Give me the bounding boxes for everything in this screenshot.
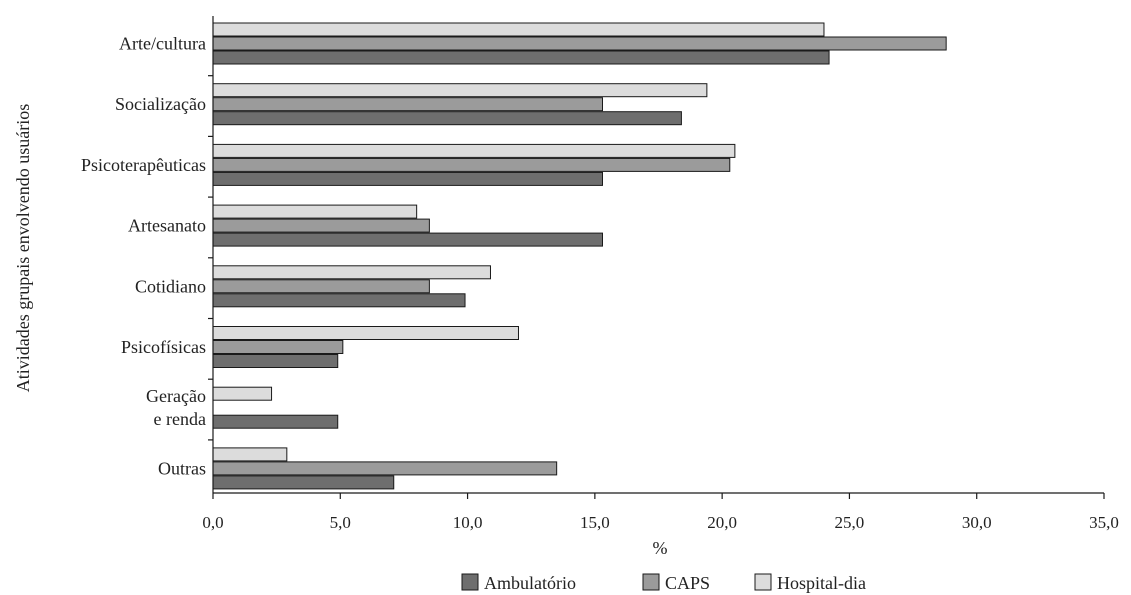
category-label-outras: Outras xyxy=(158,458,206,478)
category-label-geracao-e-renda-1: Geração xyxy=(146,386,206,406)
legend-swatch-caps xyxy=(642,573,660,591)
legend-swatch-ambulatorio xyxy=(461,573,479,591)
category-label-cotidiano: Cotidiano xyxy=(135,276,206,296)
legend-label-caps: CAPS xyxy=(665,573,710,593)
bar-hospital-dia-cotidiano xyxy=(212,265,491,280)
bar-ambulatorio-artesanato xyxy=(212,232,603,247)
bar-hospital-dia-psicofisicas xyxy=(212,326,519,340)
bar-caps-outras xyxy=(212,461,558,476)
category-label-psicofisicas: Psicofísicas xyxy=(121,337,206,357)
bar-hospital-dia-arte-cultura xyxy=(212,22,825,37)
x-tick-label: 25,0 xyxy=(835,513,865,532)
bar-ambulatorio-arte-cultura xyxy=(212,50,830,65)
category-label-artesanato: Artesanato xyxy=(128,216,206,236)
bar-caps-socializacao xyxy=(212,97,603,112)
bar-hospital-dia-geracao-e-renda xyxy=(212,386,273,401)
x-tick-label: 10,0 xyxy=(453,513,483,532)
y-axis-title: Atividades grupais envolvendo usuários xyxy=(13,104,33,392)
bar-ambulatorio-outras xyxy=(212,475,395,490)
category-label-socializacao: Socialização xyxy=(115,94,206,114)
bar-caps-arte-cultura xyxy=(212,36,947,51)
x-axis-title: % xyxy=(653,538,668,558)
bar-ambulatorio-socializacao xyxy=(212,111,682,126)
bars-group xyxy=(212,22,947,490)
legend-swatch-hospital-dia xyxy=(754,573,772,591)
x-tick-label: 35,0 xyxy=(1089,513,1119,532)
bar-ambulatorio-psicoterapeuticas xyxy=(212,171,603,186)
bar-ambulatorio-geracao-e-renda xyxy=(212,414,339,429)
bar-caps-psicofisicas xyxy=(212,340,344,354)
x-tick-label: 0,0 xyxy=(202,513,223,532)
bar-hospital-dia-psicoterapeuticas xyxy=(212,143,736,158)
labels-group: Arte/cultura Socialização Psicoterapêutica… xyxy=(81,34,206,479)
bar-ambulatorio-cotidiano xyxy=(212,293,466,308)
bar-ambulatorio-psicofisicas xyxy=(212,354,339,368)
legend-label-hospital-dia: Hospital-dia xyxy=(777,573,866,593)
x-tick-label: 15,0 xyxy=(580,513,610,532)
legend-label-ambulatorio: Ambulatório xyxy=(484,573,576,593)
bar-caps-artesanato xyxy=(212,218,430,233)
axes-group: 0,0 5,0 10,0 15,0 20,0 25,0 30,0 35,0 xyxy=(202,16,1119,532)
bar-caps-psicoterapeuticas xyxy=(212,157,731,172)
category-label-psicoterapeuticas: Psicoterapêuticas xyxy=(81,155,206,175)
bar-hospital-dia-artesanato xyxy=(212,204,418,219)
x-tick-label: 5,0 xyxy=(330,513,351,532)
legend: Ambulatório CAPS Hospital-dia xyxy=(461,573,866,593)
category-label-geracao-e-renda-2: e renda xyxy=(154,409,206,429)
x-tick-label: 20,0 xyxy=(707,513,737,532)
x-tick-label: 30,0 xyxy=(962,513,992,532)
bar-hospital-dia-outras xyxy=(212,447,288,462)
category-label-arte-cultura: Arte/cultura xyxy=(119,34,206,54)
bar-hospital-dia-socializacao xyxy=(212,83,708,98)
bar-caps-cotidiano xyxy=(212,279,430,294)
